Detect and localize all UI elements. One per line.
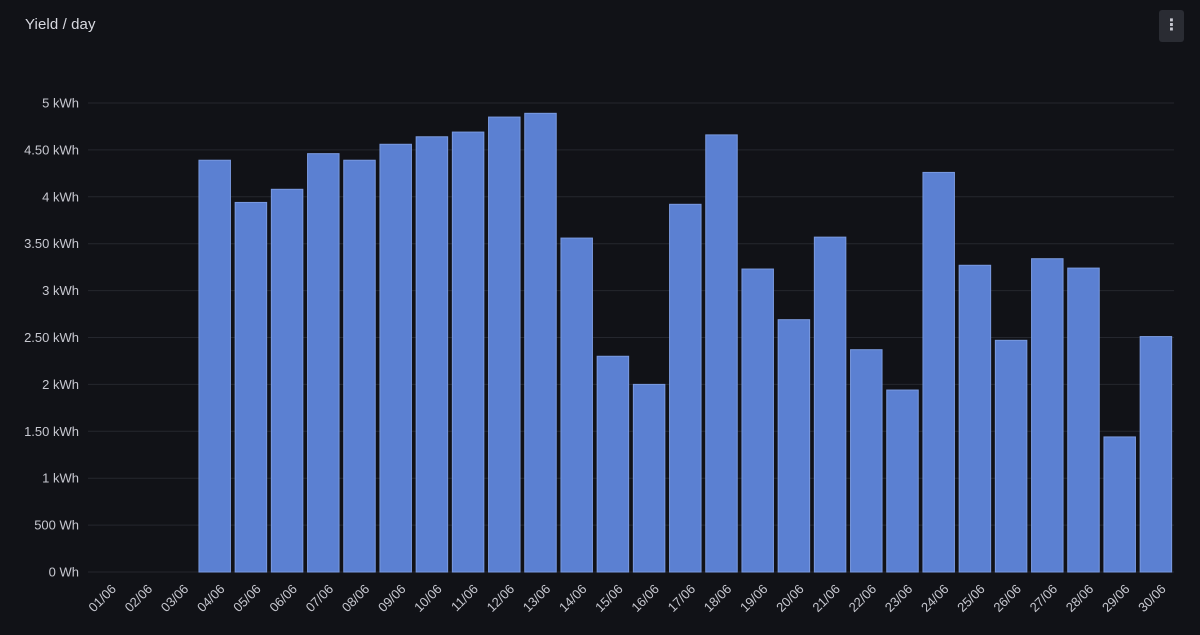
bar-15-06[interactable] bbox=[596, 355, 630, 573]
bars bbox=[198, 112, 1173, 573]
bar-07-06[interactable] bbox=[307, 153, 340, 573]
bar-04-06[interactable] bbox=[198, 159, 231, 573]
x-tick-label: 12/06 bbox=[484, 581, 518, 615]
bar-14-06[interactable] bbox=[560, 237, 593, 573]
x-tick-label: 21/06 bbox=[809, 581, 843, 615]
bar-22-06[interactable] bbox=[850, 349, 883, 573]
x-tick-label: 24/06 bbox=[918, 581, 952, 615]
x-tick-label: 25/06 bbox=[954, 581, 988, 615]
x-tick-label: 16/06 bbox=[628, 581, 662, 615]
bar-21-06[interactable] bbox=[813, 236, 847, 573]
bar-13-06[interactable] bbox=[524, 112, 557, 573]
x-tick-label: 17/06 bbox=[665, 581, 699, 615]
bar-19-06[interactable] bbox=[741, 268, 774, 573]
x-axis-ticks: 01/06 02/06 03/06 04/06 05/06 06/06 07/06 08/06… bbox=[85, 581, 1168, 615]
bar-08-06[interactable] bbox=[343, 159, 376, 573]
bar-27-06[interactable] bbox=[1031, 258, 1064, 573]
bar-12-06[interactable] bbox=[488, 116, 521, 573]
x-tick-label: 23/06 bbox=[882, 581, 916, 615]
bar-25-06[interactable] bbox=[958, 264, 992, 573]
y-tick-label: 4.50 kWh bbox=[24, 142, 79, 157]
bar-26-06[interactable] bbox=[994, 339, 1028, 573]
y-tick-label: 3.50 kWh bbox=[24, 236, 79, 251]
x-tick-label: 15/06 bbox=[592, 581, 626, 615]
x-tick-label: 08/06 bbox=[339, 581, 373, 615]
x-tick-label: 29/06 bbox=[1099, 581, 1133, 615]
y-tick-label: 3 kWh bbox=[42, 283, 79, 298]
x-tick-label: 06/06 bbox=[266, 581, 300, 615]
bar-10-06[interactable] bbox=[415, 136, 449, 573]
x-tick-label: 09/06 bbox=[375, 581, 409, 615]
x-tick-label: 04/06 bbox=[194, 581, 228, 615]
bar-11-06[interactable] bbox=[451, 131, 485, 573]
bar-09-06[interactable] bbox=[379, 143, 412, 573]
y-tick-label: 5 kWh bbox=[42, 96, 79, 111]
y-tick-label: 0 Wh bbox=[49, 565, 79, 580]
x-tick-label: 28/06 bbox=[1063, 581, 1097, 615]
x-tick-label: 11/06 bbox=[448, 581, 481, 614]
x-tick-label: 14/06 bbox=[556, 581, 590, 615]
bar-23-06[interactable] bbox=[886, 389, 919, 573]
y-tick-label: 1 kWh bbox=[42, 471, 79, 486]
bar-05-06[interactable] bbox=[234, 201, 268, 573]
y-tick-label: 2.50 kWh bbox=[24, 330, 79, 345]
x-tick-label: 07/06 bbox=[303, 581, 337, 615]
y-tick-label: 500 Wh bbox=[34, 518, 79, 533]
bar-16-06[interactable] bbox=[632, 383, 666, 573]
grid-lines bbox=[88, 102, 1174, 573]
x-tick-label: 19/06 bbox=[737, 581, 771, 615]
x-tick-label: 26/06 bbox=[990, 581, 1024, 615]
x-tick-label: 05/06 bbox=[230, 581, 264, 615]
vertical-ellipsis-icon: ⋮ bbox=[1163, 17, 1180, 34]
y-tick-label: 2 kWh bbox=[42, 377, 79, 392]
bar-17-06[interactable] bbox=[669, 203, 702, 573]
bar-24-06[interactable] bbox=[922, 171, 955, 573]
bar-06-06[interactable] bbox=[270, 188, 304, 573]
x-tick-label: 13/06 bbox=[520, 581, 554, 615]
x-tick-label: 27/06 bbox=[1027, 581, 1061, 615]
bar-20-06[interactable] bbox=[777, 319, 811, 573]
y-axis-ticks: 0 Wh 500 Wh 1 kWh 1.50 kWh 2 kWh 2.50 kWh 3 kW… bbox=[24, 96, 79, 580]
x-tick-label: 01/06 bbox=[85, 581, 119, 615]
bar-29-06[interactable] bbox=[1103, 436, 1136, 573]
bar-18-06[interactable] bbox=[705, 134, 738, 573]
x-tick-label: 18/06 bbox=[701, 581, 735, 615]
x-tick-label: 02/06 bbox=[122, 581, 156, 615]
x-tick-label: 22/06 bbox=[846, 581, 880, 615]
panel-menu-button[interactable]: ⋮ bbox=[1159, 10, 1184, 42]
panel-title: Yield / day bbox=[25, 16, 96, 33]
x-tick-label: 03/06 bbox=[158, 581, 192, 615]
x-tick-label: 20/06 bbox=[773, 581, 807, 615]
x-tick-label: 10/06 bbox=[411, 581, 445, 615]
y-tick-label: 1.50 kWh bbox=[24, 424, 79, 439]
bar-28-06[interactable] bbox=[1067, 267, 1100, 573]
y-tick-label: 4 kWh bbox=[42, 189, 79, 204]
bar-30-06[interactable] bbox=[1139, 336, 1173, 573]
x-tick-label: 30/06 bbox=[1135, 581, 1169, 615]
